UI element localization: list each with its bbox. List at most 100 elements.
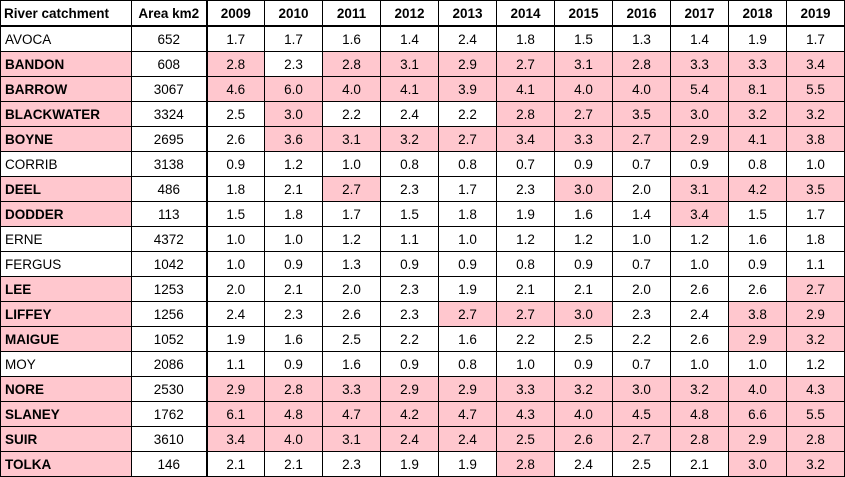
value-cell: 2.8: [496, 451, 555, 477]
area-cell: 652: [131, 25, 207, 52]
value-cell: 1.0: [264, 226, 323, 252]
table-row: CORRIB 3138 0.9 1.2 1.0 0.8 0.8 0.7 0.9 0.7 0.9 0.8…: [0, 151, 845, 177]
column-header: 2014: [496, 0, 555, 27]
value-cell: 1.4: [612, 201, 671, 227]
value-cell: 1.9: [728, 25, 787, 52]
value-cell: 1.5: [554, 25, 613, 52]
value-cell: 3.9: [438, 76, 497, 102]
value-cell: 1.9: [496, 201, 555, 227]
value-cell: 2.4: [438, 25, 497, 52]
table-row: BANDON 608 2.8 2.3 2.8 3.1 2.9 2.7 3.1 2.8 3.3 3.3 3…: [0, 51, 845, 77]
value-cell: 4.5: [612, 401, 671, 427]
area-cell: 2086: [131, 351, 207, 377]
catchment-name-cell: NORE: [0, 376, 132, 402]
value-cell: 3.8: [786, 126, 845, 152]
table-row: MOY 2086 1.1 0.9 1.6 0.9 0.8 1.0 0.9 0.7 1.0 1.0 1.2: [0, 351, 845, 377]
value-cell: 3.0: [554, 301, 613, 327]
value-cell: 2.7: [786, 276, 845, 302]
value-cell: 3.0: [728, 451, 787, 477]
value-cell: 3.2: [786, 451, 845, 477]
value-cell: 3.4: [670, 201, 729, 227]
value-cell: 2.8: [786, 426, 845, 452]
catchment-name-cell: LEE: [0, 276, 132, 302]
value-cell: 0.9: [670, 151, 729, 177]
value-cell: 4.7: [322, 401, 381, 427]
catchment-name-cell: MOY: [0, 351, 132, 377]
value-cell: 1.0: [322, 151, 381, 177]
value-cell: 0.9: [380, 351, 439, 377]
value-cell: 1.7: [264, 25, 323, 52]
value-cell: 2.1: [496, 276, 555, 302]
value-cell: 0.8: [496, 251, 555, 277]
value-cell: 2.9: [670, 126, 729, 152]
table-row: DEEL 486 1.8 2.1 2.7 2.3 1.7 2.3 3.0 2.0 3.1 4.2 3.5: [0, 176, 845, 202]
value-cell: 4.8: [670, 401, 729, 427]
value-cell: 3.0: [612, 376, 671, 402]
table-row: AVOCA 652 1.7 1.7 1.6 1.4 2.4 1.8 1.5 1.3 1.4 1.9 1.…: [0, 25, 845, 52]
value-cell: 4.6: [205, 76, 265, 102]
value-cell: 0.8: [380, 151, 439, 177]
value-cell: 2.5: [322, 326, 381, 352]
value-cell: 4.0: [554, 401, 613, 427]
value-cell: 2.4: [380, 101, 439, 127]
value-cell: 5.5: [786, 401, 845, 427]
value-cell: 3.2: [786, 101, 845, 127]
value-cell: 4.0: [264, 426, 323, 452]
catchment-name-cell: BARROW: [0, 76, 132, 102]
value-cell: 3.1: [322, 126, 381, 152]
value-cell: 4.0: [728, 376, 787, 402]
column-header: 2010: [264, 0, 323, 27]
value-cell: 2.9: [438, 51, 497, 77]
value-cell: 2.9: [205, 376, 265, 402]
table-body: AVOCA 652 1.7 1.7 1.6 1.4 2.4 1.8 1.5 1.3 1.4 1.9 1.…: [0, 25, 845, 477]
column-header: 2013: [438, 0, 497, 27]
catchment-name-cell: TOLKA: [0, 451, 132, 477]
value-cell: 1.0: [205, 251, 265, 277]
value-cell: 2.3: [380, 276, 439, 302]
value-cell: 3.4: [786, 51, 845, 77]
value-cell: 2.5: [205, 101, 265, 127]
value-cell: 0.7: [612, 351, 671, 377]
value-cell: 0.7: [496, 151, 555, 177]
value-cell: 1.0: [670, 251, 729, 277]
column-header: 2015: [554, 0, 613, 27]
area-cell: 3324: [131, 101, 207, 127]
value-cell: 2.3: [264, 51, 323, 77]
value-cell: 2.6: [670, 326, 729, 352]
area-cell: 146: [131, 451, 207, 477]
value-cell: 6.6: [728, 401, 787, 427]
value-cell: 1.5: [205, 201, 265, 227]
value-cell: 1.9: [380, 451, 439, 477]
column-header: River catchment: [0, 0, 132, 27]
value-cell: 2.7: [612, 426, 671, 452]
value-cell: 1.2: [264, 151, 323, 177]
value-cell: 1.6: [438, 326, 497, 352]
value-cell: 1.9: [438, 276, 497, 302]
column-header: 2011: [322, 0, 381, 27]
table-row: BOYNE 2695 2.6 3.6 3.1 3.2 2.7 3.4 3.3 2.7 2.9 4.1 3…: [0, 126, 845, 152]
value-cell: 1.6: [264, 326, 323, 352]
value-cell: 2.6: [670, 276, 729, 302]
value-cell: 1.1: [380, 226, 439, 252]
value-cell: 4.3: [496, 401, 555, 427]
value-cell: 6.1: [205, 401, 265, 427]
area-cell: 1042: [131, 251, 207, 277]
table-row: FERGUS 1042 1.0 0.9 1.3 0.9 0.9 0.8 0.9 0.7 1.0 0.9…: [0, 251, 845, 277]
value-cell: 1.0: [205, 226, 265, 252]
value-cell: 2.4: [670, 301, 729, 327]
column-header: 2018: [728, 0, 787, 27]
value-cell: 3.2: [380, 126, 439, 152]
value-cell: 3.2: [554, 376, 613, 402]
value-cell: 2.2: [322, 101, 381, 127]
value-cell: 6.0: [264, 76, 323, 102]
value-cell: 0.9: [205, 151, 265, 177]
value-cell: 3.2: [670, 376, 729, 402]
value-cell: 3.6: [264, 126, 323, 152]
value-cell: 4.1: [496, 76, 555, 102]
value-cell: 4.3: [786, 376, 845, 402]
catchment-name-cell: DODDER: [0, 201, 132, 227]
catchment-name-cell: BLACKWATER: [0, 101, 132, 127]
value-cell: 4.2: [728, 176, 787, 202]
value-cell: 4.0: [554, 76, 613, 102]
